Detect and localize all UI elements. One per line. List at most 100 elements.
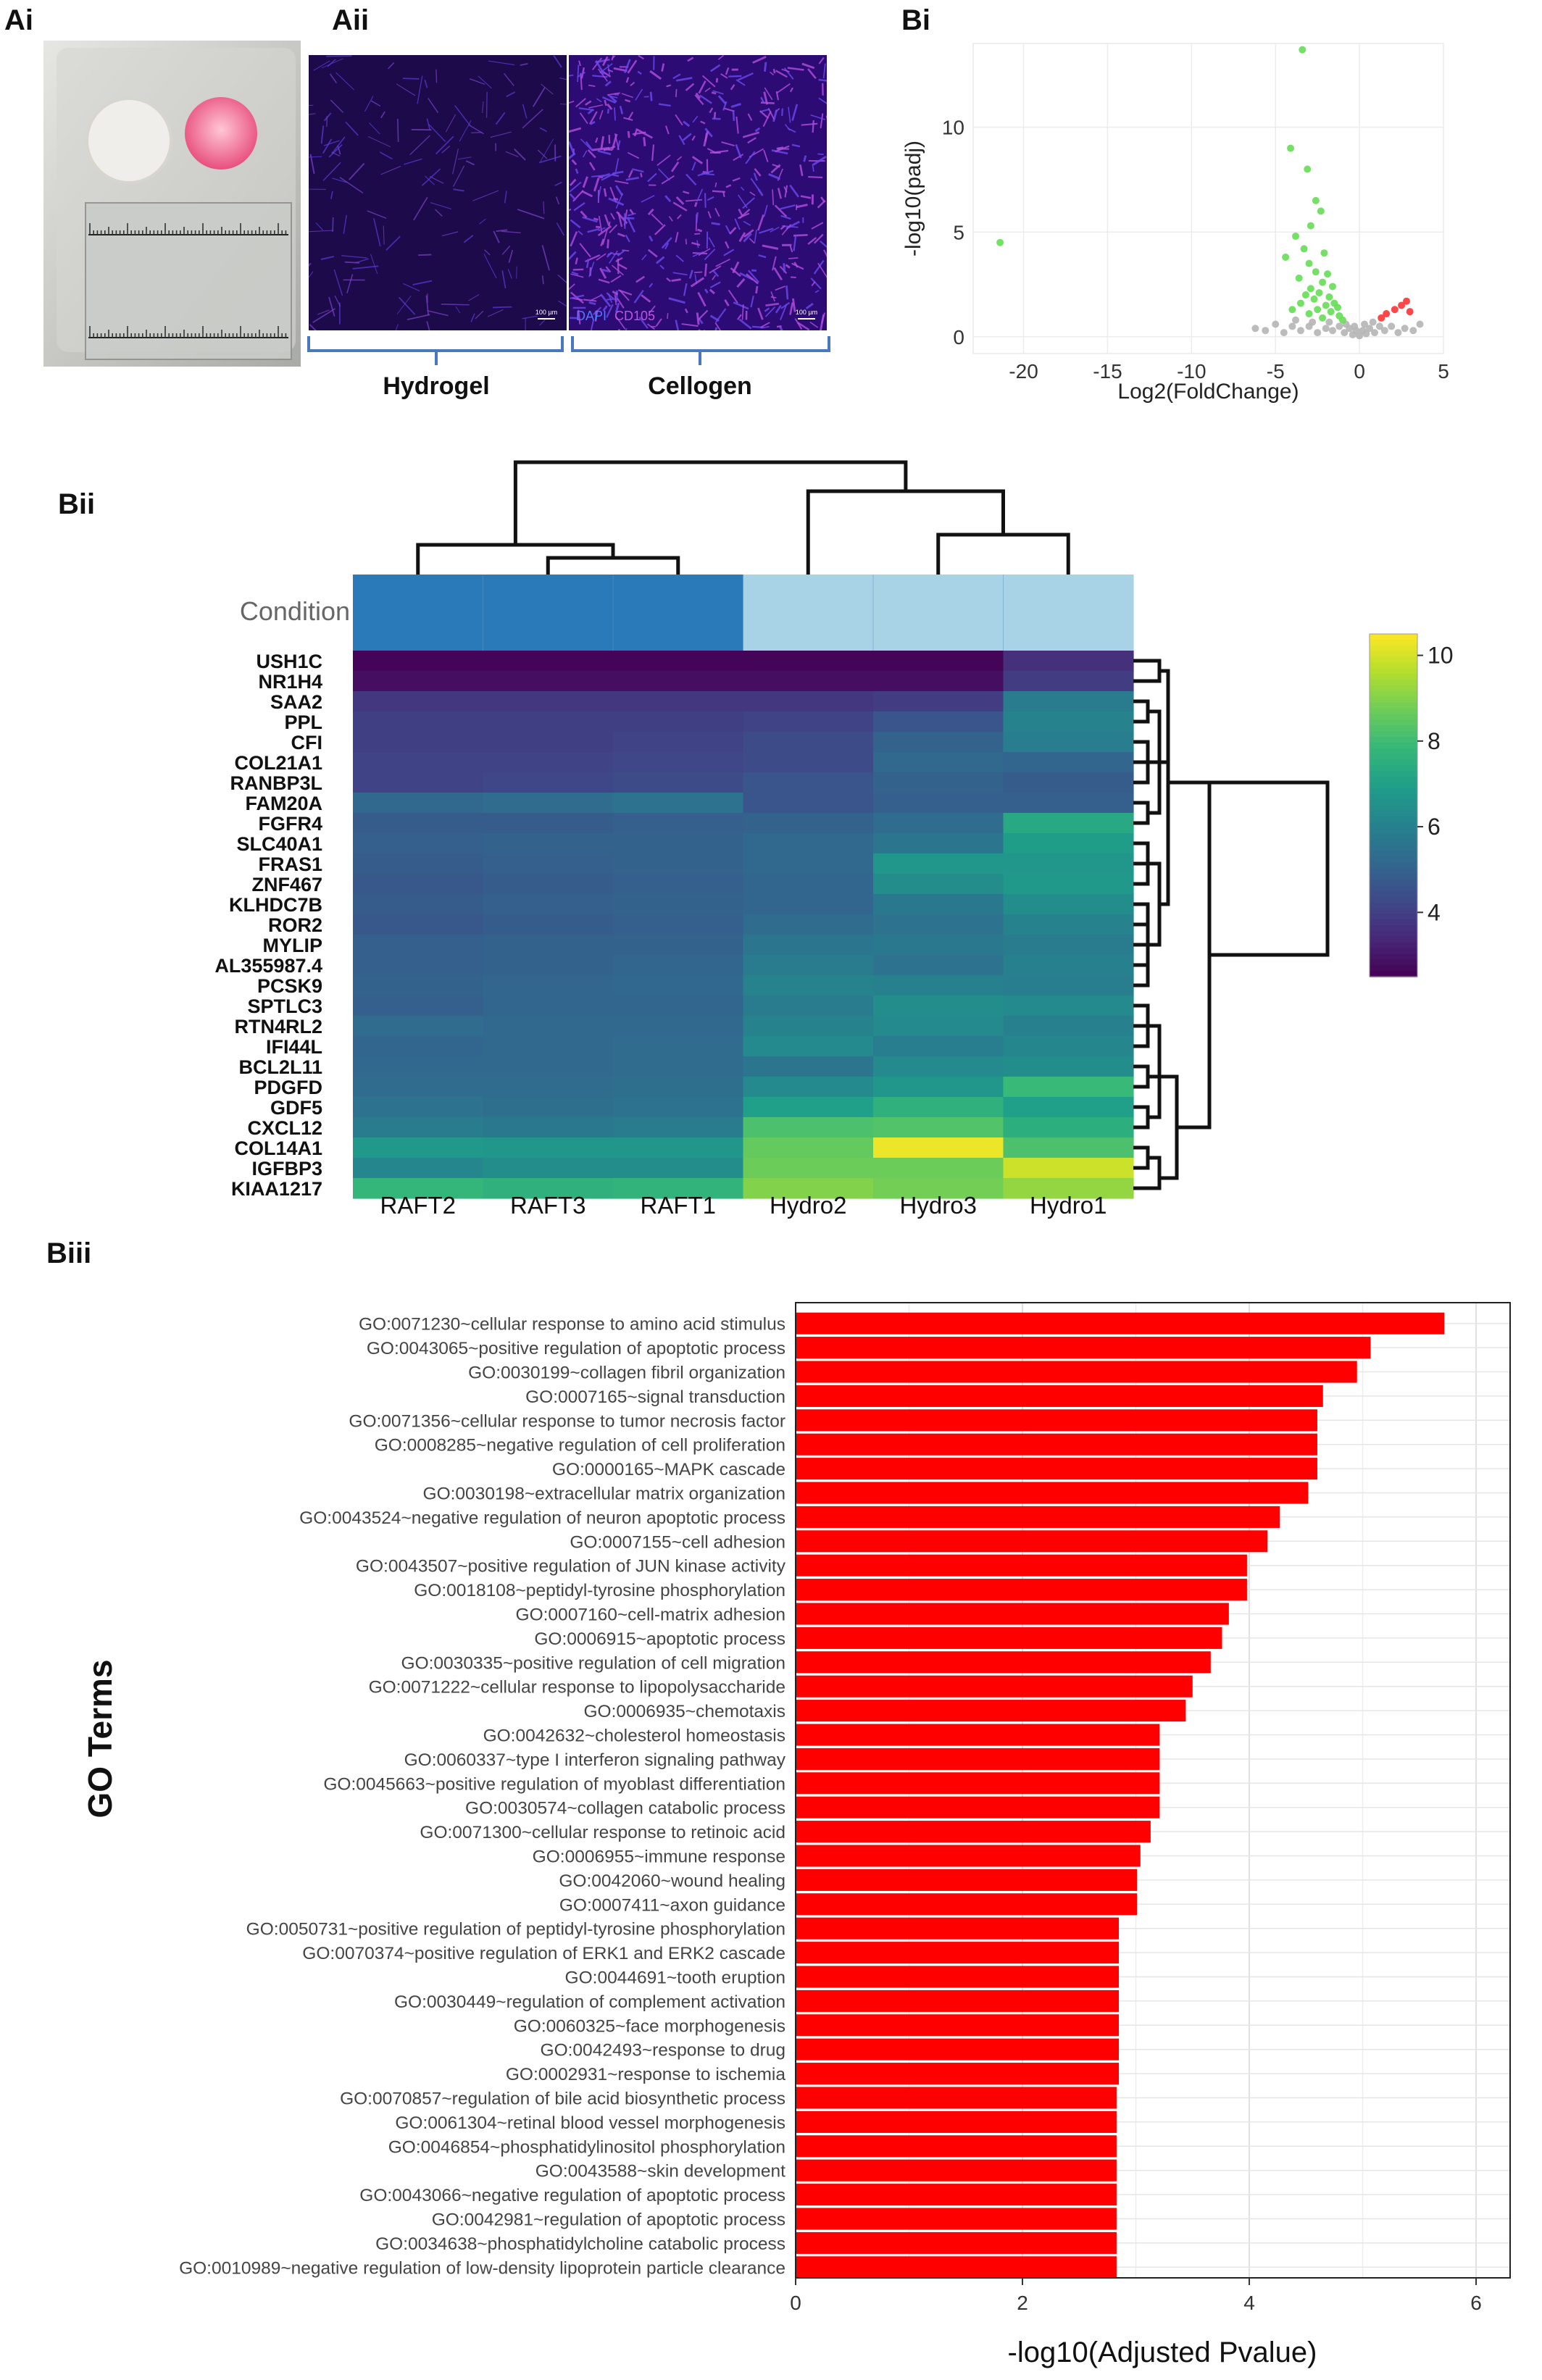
colorbar-segment: [1370, 908, 1417, 915]
heatmap-cell: [483, 651, 614, 672]
cell: [606, 292, 616, 301]
cell: [698, 80, 707, 94]
volcano-point-ns: [1356, 332, 1364, 340]
heatmap-cell: [613, 772, 744, 793]
heatmap-cell: [353, 1036, 484, 1057]
fiber: [554, 181, 562, 186]
fiber: [441, 231, 459, 237]
fiber: [402, 78, 420, 80]
fiber: [328, 296, 336, 317]
heatmap-cell: [483, 995, 614, 1016]
cell: [575, 98, 586, 108]
cell: [819, 314, 825, 330]
cell: [668, 297, 685, 304]
fiber: [407, 314, 430, 321]
cell: [617, 263, 628, 270]
fiber: [309, 230, 334, 233]
heatmap-cell: [613, 1097, 744, 1118]
cell: [781, 224, 792, 235]
cell: [738, 72, 754, 81]
cell: [704, 128, 713, 138]
cell: [575, 168, 579, 175]
cell: [676, 156, 683, 162]
volcano-point-down: [1287, 144, 1295, 152]
cell: [610, 212, 615, 220]
fiber: [330, 99, 344, 113]
go-bar: [796, 1458, 1317, 1480]
cell: [614, 302, 620, 313]
colorbar-segment: [1370, 942, 1417, 949]
column-label: Hydro1: [1030, 1192, 1107, 1219]
row-dendrogram: [1133, 1156, 1162, 1190]
colorbar-segment: [1370, 885, 1417, 892]
go-term-label: GO:0008285~negative regulation of cell p…: [375, 1436, 785, 1456]
x-tick-label: 4: [1243, 2292, 1255, 2314]
cell: [714, 182, 717, 188]
cell: [601, 56, 609, 67]
row-label: PCSK9: [257, 975, 322, 997]
row-label: KLHDC7B: [229, 894, 322, 916]
fiber: [309, 324, 317, 330]
cell: [721, 141, 735, 146]
heatmap-cell: [613, 995, 744, 1016]
cell: [713, 112, 717, 119]
colorbar-segment: [1370, 685, 1417, 692]
row-label: NR1H4: [258, 671, 322, 693]
go-bar: [796, 2135, 1117, 2158]
cell: [763, 62, 767, 72]
go-term-label: GO:0030574~collagen catabolic process: [465, 1799, 785, 1819]
fiber: [412, 280, 433, 285]
cell: [592, 75, 608, 78]
cell: [728, 289, 738, 304]
cell: [789, 302, 794, 315]
cell: [643, 137, 646, 146]
cell: [704, 263, 708, 277]
fiber: [496, 229, 508, 233]
cell: [577, 71, 586, 78]
heatmap-cell: [873, 935, 1004, 956]
go-bar: [796, 1796, 1160, 1819]
fiber: [397, 119, 399, 143]
cell: [814, 289, 820, 293]
cell: [683, 191, 690, 194]
cell: [627, 212, 636, 217]
cell: [621, 93, 634, 99]
cell: [651, 144, 655, 162]
heatmap-cell: [353, 935, 484, 956]
cell: [619, 105, 624, 114]
go-bar: [796, 2184, 1117, 2206]
heatmap: Condition USH1CNR1H4SAA2PPLCFICOL21A1RANB…: [214, 460, 1454, 1219]
cell: [617, 289, 633, 296]
fiber: [455, 306, 461, 314]
cell: [592, 146, 610, 151]
heatmap-cell: [873, 853, 1004, 874]
cell: [771, 149, 788, 155]
fiber: [555, 196, 560, 205]
go-term-label: GO:0071222~cellular response to lipopoly…: [369, 1678, 785, 1698]
cell: [651, 213, 664, 226]
fiber: [333, 269, 343, 296]
scale-bar-label-hydrogel: 100 µm: [535, 309, 557, 316]
go-term-label: GO:0007411~axon guidance: [559, 1895, 785, 1915]
cell: [803, 155, 807, 162]
heatmap-cell: [1003, 1077, 1134, 1098]
cell: [812, 164, 814, 172]
row-label: SAA2: [270, 691, 322, 713]
cell: [796, 204, 808, 209]
heatmap-cell: [743, 651, 874, 672]
volcano-point-down: [1299, 46, 1306, 54]
cell: [601, 172, 617, 181]
cell: [600, 238, 605, 246]
heatmap-cell: [1003, 1137, 1134, 1158]
cell: [776, 146, 784, 150]
fiber: [426, 321, 430, 330]
cell: [820, 113, 824, 129]
fiber: [478, 75, 492, 89]
cell: [612, 290, 619, 296]
go-term-label: GO:0007155~cell adhesion: [570, 1532, 785, 1552]
heatmap-cell: [1003, 1117, 1134, 1138]
colorbar-segment: [1370, 856, 1417, 864]
colorbar-segment: [1370, 674, 1417, 680]
cell: [775, 304, 782, 314]
heatmap-cell: [353, 793, 484, 814]
